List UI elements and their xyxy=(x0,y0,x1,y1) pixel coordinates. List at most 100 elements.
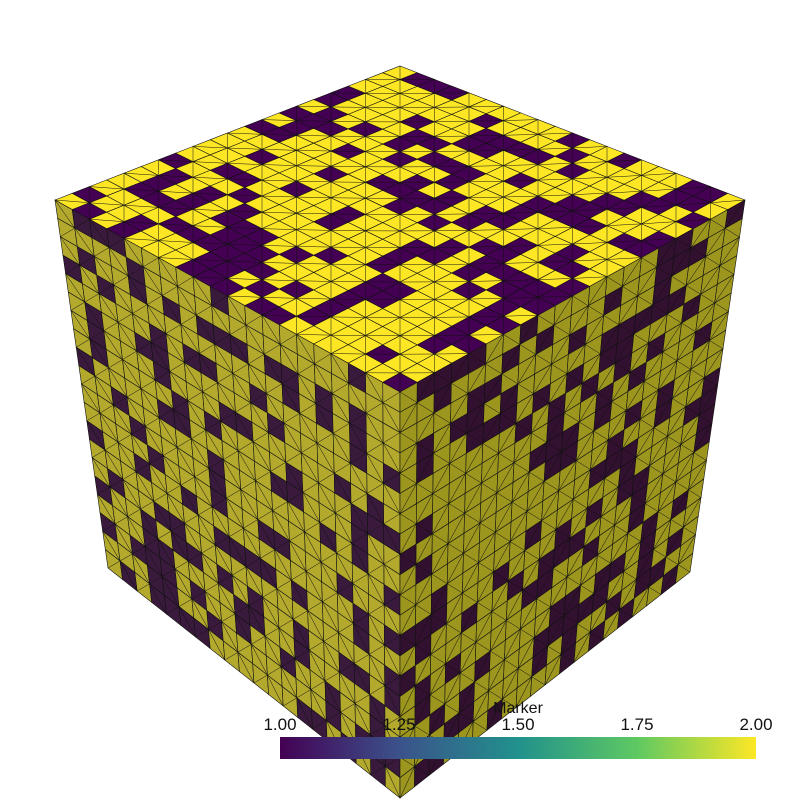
right-face-triangle-edge xyxy=(648,556,667,588)
right-face-triangle-edge xyxy=(582,383,598,393)
right-face-triangle-edge xyxy=(399,442,418,474)
left-face-triangle-edge xyxy=(237,644,252,653)
left-face-triangle-edge xyxy=(316,443,335,474)
right-face-triangle-edge xyxy=(686,256,706,286)
left-face-triangle-edge xyxy=(351,543,369,575)
right-face-triangle-edge xyxy=(432,533,449,544)
left-face-triangle-edge xyxy=(248,597,263,606)
top-face-triangle-edge xyxy=(503,297,539,299)
left-face-triangle-edge xyxy=(384,644,401,677)
left-face-triangle-edge xyxy=(223,450,239,460)
right-face-triangle-edge xyxy=(447,513,465,544)
right-face-triangle-edge xyxy=(416,493,434,525)
right-face-triangle-edge xyxy=(675,452,695,483)
top-face-triangle-edge xyxy=(606,190,642,194)
left-face-triangle-edge xyxy=(299,403,316,414)
left-face-triangle-edge xyxy=(143,257,159,268)
right-face-triangle-edge xyxy=(467,393,485,404)
right-face-triangle-edge xyxy=(680,415,700,445)
left-face-triangle-edge xyxy=(350,493,368,504)
left-face-triangle-edge xyxy=(260,558,278,589)
top-face-triangle-edge xyxy=(503,134,539,136)
right-face-triangle-edge xyxy=(604,478,619,488)
left-face-triangle-edge xyxy=(354,694,370,704)
right-face-triangle-edge xyxy=(648,314,668,344)
left-face-triangle-edge xyxy=(140,388,160,419)
left-face-triangle-edge xyxy=(128,275,148,305)
right-face-triangle-edge xyxy=(448,503,465,514)
right-face-triangle-edge xyxy=(658,511,672,520)
left-face-triangle-edge xyxy=(117,442,137,472)
right-face-triangle-edge xyxy=(600,486,619,517)
right-face-triangle-edge xyxy=(590,439,609,470)
left-face-triangle-edge xyxy=(194,468,210,478)
right-face-triangle-edge xyxy=(619,579,637,610)
right-face-triangle-edge xyxy=(551,334,570,365)
right-face-triangle-edge xyxy=(658,389,673,399)
left-face-triangle-edge xyxy=(159,409,174,419)
right-face-triangle-edge xyxy=(416,483,433,494)
left-face-triangle-edge xyxy=(170,531,189,562)
right-face-triangle-edge xyxy=(399,564,417,596)
left-face-triangle-edge xyxy=(279,344,299,374)
right-face-triangle-edge xyxy=(714,302,729,312)
top-face-triangle-edge xyxy=(503,314,539,317)
left-face-triangle-edge xyxy=(384,716,401,727)
left-face-triangle-edge xyxy=(208,459,224,469)
left-face-triangle-edge xyxy=(89,338,109,369)
top-face-triangle-edge xyxy=(503,179,539,182)
left-face-triangle-edge xyxy=(266,383,283,394)
left-face-triangle-edge xyxy=(94,375,114,406)
right-face-triangle-edge xyxy=(511,472,530,503)
left-face-triangle-edge xyxy=(262,597,280,628)
right-face-triangle-edge xyxy=(704,377,718,387)
left-face-triangle-edge xyxy=(287,492,303,502)
left-face-triangle-edge xyxy=(322,601,339,633)
left-face-triangle-edge xyxy=(162,455,181,486)
right-face-triangle-edge xyxy=(662,322,682,353)
left-face-triangle-edge xyxy=(323,632,339,642)
right-face-triangle-edge xyxy=(637,295,653,306)
left-face-triangle-edge xyxy=(204,583,219,592)
left-face-triangle-edge xyxy=(211,506,230,537)
right-face-triangle-edge xyxy=(519,315,539,345)
left-face-triangle-edge xyxy=(296,334,315,364)
left-face-triangle-edge xyxy=(278,619,294,629)
top-face-triangle-edge xyxy=(261,228,297,230)
left-face-triangle-edge xyxy=(370,725,386,735)
right-face-triangle-edge xyxy=(633,333,649,344)
left-face-triangle-edge xyxy=(251,644,268,676)
left-face-triangle-edge xyxy=(257,510,273,520)
top-face-triangle-edge xyxy=(192,161,228,164)
right-face-triangle-edge xyxy=(585,315,604,345)
left-face-triangle-edge xyxy=(272,501,288,511)
right-face-triangle-edge xyxy=(688,489,702,498)
top-face-triangle-edge xyxy=(537,163,573,165)
left-face-triangle-edge xyxy=(257,519,275,550)
left-face-triangle-edge xyxy=(162,295,182,325)
left-face-triangle-edge xyxy=(184,523,202,554)
right-face-triangle-edge xyxy=(623,541,642,572)
top-face-triangle-edge xyxy=(261,164,297,166)
right-face-triangle-edge xyxy=(590,631,604,641)
right-face-triangle-edge xyxy=(431,543,449,575)
colorbar-tick-label: 1.25 xyxy=(382,715,416,734)
right-face-triangle-edge xyxy=(670,519,684,528)
right-face-triangle-edge xyxy=(515,423,532,434)
top-face-triangle-edge xyxy=(261,297,297,299)
left-face-triangle-edge xyxy=(113,396,128,406)
left-face-triangle-edge xyxy=(143,266,163,296)
left-face-triangle-edge xyxy=(145,417,160,427)
left-face-triangle-edge xyxy=(351,533,368,544)
right-face-triangle-edge xyxy=(710,218,726,229)
right-face-triangle-edge xyxy=(429,663,446,695)
left-face-triangle-edge xyxy=(385,766,401,799)
top-face-triangle-edge xyxy=(158,207,194,210)
left-face-triangle-edge xyxy=(314,363,333,394)
left-face-triangle-edge xyxy=(383,513,401,525)
right-face-triangle-edge xyxy=(675,481,689,491)
left-face-triangle-edge xyxy=(205,420,221,431)
top-face-triangle-edge xyxy=(675,218,711,222)
right-face-triangle-edge xyxy=(572,295,589,306)
